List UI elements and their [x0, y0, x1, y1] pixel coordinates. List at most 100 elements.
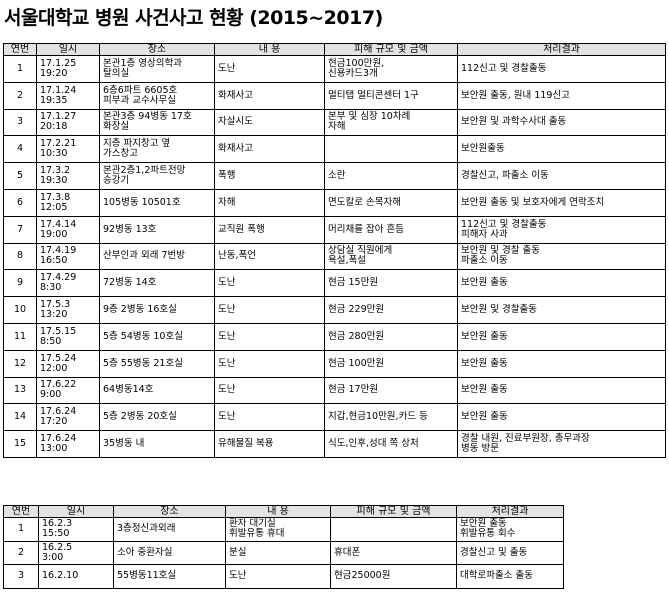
cell-no: 2: [3, 81, 37, 110]
incident-table-2016: 연번 일시 장소 내 용 피해 규모 및 금액 처리결과 1 16.2.3 15:50 3층정…: [3, 505, 564, 589]
header-content: 내 용: [214, 43, 325, 56]
cell-no: 4: [3, 135, 37, 164]
cell-place: 55병동11호실: [113, 564, 226, 589]
cell-content: 환자 대기실 휘발유통 휴대: [225, 517, 331, 542]
cell-content: 유해물질 복용: [214, 430, 325, 458]
table-body: 1 17.1.25 19:20 본관1층 영상의학과 탈의실 도난 현금100만원, 신…: [3, 55, 666, 458]
cell-place: 64병동14호: [99, 376, 215, 405]
cell-result: 보안원 출동: [457, 269, 666, 298]
cell-date: 16.2.5 3:00: [38, 540, 114, 565]
cell-date: 17.6.22 9:00: [36, 376, 100, 405]
header-damage: 피해 규모 및 금액: [330, 505, 457, 518]
table-row: 14 17.6.24 17:20 5층 2병동 20호실 도난 지갑,현금10만원,카드…: [3, 403, 666, 432]
cell-damage: 휴대폰: [330, 540, 457, 565]
cell-result: 경찰신고, 파출소 이동: [457, 162, 666, 190]
table-row: 1 16.2.3 15:50 3층정신과외래 환자 대기실 휘발유통 휴대 보안원 출동…: [3, 517, 564, 542]
cell-result: 보안원 및 과학수사대 출동: [457, 108, 666, 137]
cell-date: 17.6.24 13:00: [36, 430, 100, 458]
cell-place: 105병동 10501호: [99, 188, 215, 217]
cell-content: 난동,폭언: [214, 242, 325, 271]
table-row: 9 17.4.29 8:30 72병동 14호 도난 현금 15만원 보안원 출동: [3, 269, 666, 298]
cell-damage: 현금25000원: [330, 564, 457, 589]
cell-date: 17.5.15 8:50: [36, 322, 100, 351]
cell-result: 112신고 및 경찰출동 피해자 사과: [457, 215, 666, 244]
table-row: 2 16.2.5 3:00 소아 중환자실 분실 휴대폰 경찰신고 및 출동: [3, 540, 564, 565]
cell-place: 산부인과 외래 7번방: [99, 242, 215, 271]
table-row: 1 17.1.25 19:20 본관1층 영상의학과 탈의실 도난 현금100만원, 신…: [3, 55, 666, 83]
cell-result: 대학로파출소 출동: [456, 564, 564, 589]
cell-result: 보안원 출동: [457, 349, 666, 378]
cell-result: 보안원 출동: [457, 403, 666, 432]
cell-content: 도난: [214, 322, 325, 351]
cell-result: 112신고 및 경찰출동: [457, 55, 666, 83]
cell-place: 지층 파지창고 옆 가스창고: [99, 135, 215, 164]
cell-place: 92병동 13호: [99, 215, 215, 244]
table-header-row: 연번 일시 장소 내 용 피해 규모 및 금액 처리결과: [3, 43, 666, 56]
cell-place: 5층 54병동 10호실: [99, 322, 215, 351]
table-row: 3 16.2.10 55병동11호실 도난 현금25000원 대학로파출소 출동: [3, 564, 564, 589]
header-date: 일시: [38, 505, 114, 518]
cell-content: 화재사고: [214, 135, 325, 164]
header-result: 처리결과: [457, 43, 666, 56]
header-no: 연번: [3, 505, 39, 518]
header-place: 장소: [99, 43, 215, 56]
cell-damage: 소란: [324, 162, 458, 190]
cell-no: 7: [3, 215, 37, 244]
cell-no: 5: [3, 162, 37, 190]
table-row: 8 17.4.19 16:50 산부인과 외래 7번방 난동,폭언 상담실 직원에게 욕…: [3, 242, 666, 271]
cell-no: 3: [3, 564, 39, 589]
cell-damage: 멀티탭 멀티콘센터 1구: [324, 81, 458, 110]
header-content: 내 용: [225, 505, 331, 518]
cell-result: 보안원 출동: [457, 322, 666, 351]
cell-no: 8: [3, 242, 37, 271]
table-row: 13 17.6.22 9:00 64병동14호 도난 현금 17만원 보안원 출동: [3, 376, 666, 405]
cell-place: 6층6파트 6605호 피부과 교수사무실: [99, 81, 215, 110]
header-no: 연번: [3, 43, 37, 56]
cell-date: 16.2.10: [38, 564, 114, 589]
cell-damage: 현금 229만원: [324, 296, 458, 324]
cell-no: 1: [3, 55, 37, 83]
cell-content: 도난: [214, 55, 325, 83]
cell-damage: 현금 17만원: [324, 376, 458, 405]
cell-date: 17.1.25 19:20: [36, 55, 100, 83]
cell-content: 도난: [214, 376, 325, 405]
cell-place: 35병동 내: [99, 430, 215, 458]
cell-date: 17.4.19 16:50: [36, 242, 100, 271]
page-title: 서울대학교 병원 사건사고 현황 (2015~2017): [4, 7, 383, 29]
cell-result: 보안원 출동 휘발유통 회수: [456, 517, 564, 542]
cell-damage: 머리채를 잡아 흔듬: [324, 215, 458, 244]
cell-result: 보안원출동: [457, 135, 666, 164]
table-row: 7 17.4.14 19:00 92병동 13호 교직원 폭행 머리채를 잡아 흔듬 11…: [3, 215, 666, 244]
cell-date: 17.1.24 19:35: [36, 81, 100, 110]
header-result: 처리결과: [456, 505, 564, 518]
cell-content: 도난: [214, 296, 325, 324]
cell-content: 폭행: [214, 162, 325, 190]
cell-place: 본관1층 영상의학과 탈의실: [99, 55, 215, 83]
cell-no: 10: [3, 296, 37, 324]
cell-place: 9층 2병동 16호실: [99, 296, 215, 324]
cell-no: 6: [3, 188, 37, 217]
cell-date: 17.6.24 17:20: [36, 403, 100, 432]
cell-no: 1: [3, 517, 39, 542]
table-row: 10 17.5.3 13:20 9층 2병동 16호실 도난 현금 229만원 보안원 및…: [3, 296, 666, 324]
header-place: 장소: [113, 505, 226, 518]
cell-place: 소아 중환자실: [113, 540, 226, 565]
cell-content: 도난: [214, 349, 325, 378]
cell-result: 보안원 및 경찰출동: [457, 296, 666, 324]
table-row: 11 17.5.15 8:50 5층 54병동 10호실 도난 현금 280만원 보안원 …: [3, 322, 666, 351]
cell-damage: 지갑,현금10만원,카드 등: [324, 403, 458, 432]
cell-no: 11: [3, 322, 37, 351]
cell-date: 17.2.21 10:30: [36, 135, 100, 164]
cell-date: 17.4.29 8:30: [36, 269, 100, 298]
cell-place: 3층정신과외래: [113, 517, 226, 542]
cell-content: 도난: [214, 403, 325, 432]
cell-date: 17.5.24 12:00: [36, 349, 100, 378]
table-row: 3 17.1.27 20:18 본관3층 94병동 17호 화장실 자살시도 본부 및 …: [3, 108, 666, 137]
cell-result: 보안원 출동: [457, 376, 666, 405]
cell-date: 17.4.14 19:00: [36, 215, 100, 244]
cell-damage: [324, 135, 458, 164]
cell-content: 분실: [225, 540, 331, 565]
header-date: 일시: [36, 43, 100, 56]
cell-no: 14: [3, 403, 37, 432]
cell-content: 자해: [214, 188, 325, 217]
